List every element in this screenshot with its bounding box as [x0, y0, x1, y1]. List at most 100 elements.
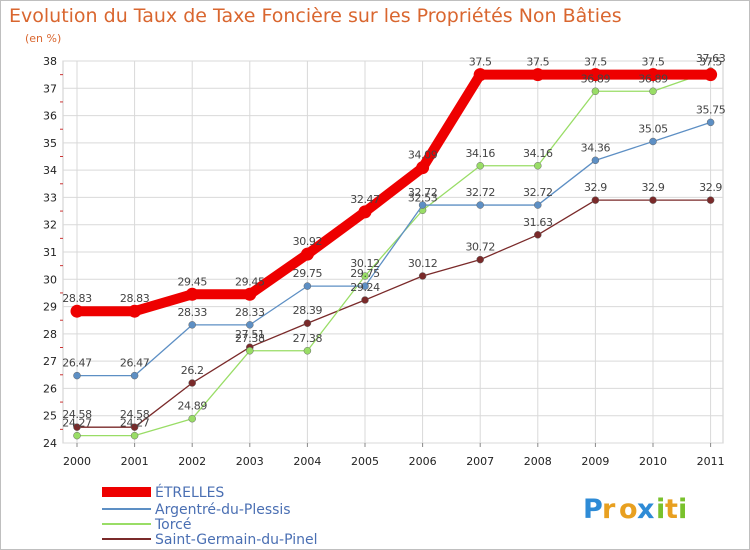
series-3-point	[706, 196, 715, 204]
series-1-data-label: 26.47	[62, 357, 92, 370]
series-1-point	[706, 118, 715, 127]
series-1-data-label: 35.75	[696, 103, 726, 116]
series-3-point	[188, 379, 196, 387]
legend-label-0: ÉTRELLES	[155, 484, 224, 501]
logo-letter: t	[665, 494, 678, 525]
series-3-point	[73, 423, 81, 431]
series-1-point	[246, 321, 254, 329]
series-3-data-label: 24.58	[120, 408, 150, 421]
legend-label-3: Saint-Germain-du-Pinel	[155, 532, 318, 548]
series-2-point	[649, 87, 657, 96]
series-3-data-label: 32.9	[584, 181, 607, 194]
x-tick-label: 2007	[466, 455, 494, 468]
x-tick-label: 2005	[351, 455, 379, 468]
series-3-data-label: 28.39	[293, 304, 323, 317]
x-tick-label: 2010	[639, 455, 667, 468]
series-1-data-label: 32.72	[523, 186, 553, 199]
y-tick-label: 29	[43, 301, 57, 314]
logo-letter: r	[602, 494, 616, 525]
series-0-data-label: 32.47	[350, 193, 380, 206]
series-2-data-label: 24.27	[62, 417, 92, 430]
series-3-point	[591, 196, 600, 204]
series	[70, 67, 718, 440]
series-0-data-label: 37.5	[526, 56, 549, 69]
series-line-0	[72, 69, 716, 317]
y-tick-label: 27	[43, 355, 57, 368]
x-tick-label: 2002	[178, 455, 206, 468]
y-tick-label: 36	[43, 110, 57, 123]
series-1-data-label: 26.47	[120, 357, 150, 370]
series-0-data-label: 37.5	[584, 56, 607, 69]
series-2-data-label: 27.38	[235, 332, 265, 345]
series-0-point	[128, 304, 142, 318]
y-tick-label: 35	[43, 137, 57, 150]
y-tick-label: 28	[43, 328, 57, 341]
series-1-point	[591, 156, 600, 165]
series-3-point	[418, 272, 427, 280]
series-3-data-label: 30.12	[408, 257, 438, 270]
series-3-data-label: 27.51	[235, 328, 265, 341]
series-0-point	[300, 247, 314, 261]
series-2-data-label: 34.16	[465, 147, 495, 160]
series-0-point	[473, 68, 487, 82]
x-tick-label: 2008	[524, 455, 552, 468]
series-0-data-label: 37.5	[469, 56, 492, 69]
series-1-data-label: 29.75	[350, 267, 380, 280]
series-line-1	[76, 121, 712, 377]
series-0-point	[531, 68, 545, 82]
chart-title: Evolution du Taux de Taxe Foncière sur l…	[9, 5, 622, 27]
series-2-point	[534, 162, 542, 170]
series-2-data-label: 36.89	[581, 72, 611, 85]
legend-label-2: Torcé	[154, 517, 192, 533]
series-1-point	[418, 201, 427, 209]
series-2-data-label: 34.16	[523, 147, 553, 160]
series-line-3	[76, 199, 712, 428]
x-tick-label: 2006	[409, 455, 437, 468]
series-0-data-label: 30.92	[293, 235, 323, 248]
series-3-point	[361, 296, 369, 304]
series-1-data-label: 32.72	[465, 186, 495, 199]
series-0-data-label: 28.83	[62, 292, 92, 305]
series-2-point	[246, 347, 254, 355]
series-2-point	[130, 431, 139, 440]
y-axis-unit-label: (en %)	[25, 32, 61, 45]
axes: 24 25 26 27 28 29 30 31 32 33 34 35 36 37 38 2000 2001 20…	[43, 55, 725, 468]
logo-letter: P	[583, 494, 603, 525]
series-3-data-label: 31.63	[523, 216, 553, 229]
logo-letter: i	[678, 494, 687, 525]
series-1-data-label: 34.36	[581, 141, 611, 154]
series-3-point	[534, 231, 542, 239]
series-1-data-label: 35.05	[638, 122, 668, 135]
series-3-point	[476, 255, 484, 264]
y-tick-label: 38	[43, 55, 57, 68]
grid	[63, 60, 723, 444]
y-tick-label: 32	[43, 219, 57, 232]
series-0-point	[646, 68, 660, 82]
series-2-data-label: 30.12	[350, 257, 380, 270]
x-tick-label: 2004	[293, 455, 321, 468]
series-3-data-label: 29.24	[350, 281, 380, 294]
legend: ÉTRELLESArgentré-du-PlessisTorcéSaint-Ge…	[102, 484, 318, 548]
series-2-point	[73, 431, 81, 440]
series-2-point	[361, 272, 369, 280]
series-0-data-label: 37.5	[699, 56, 722, 69]
x-tick-label: 2000	[63, 455, 91, 468]
x-tick-label: 2011	[697, 455, 725, 468]
series-0-point	[588, 68, 602, 82]
series-0-point	[704, 68, 718, 82]
series-1-data-label: 32.72	[408, 186, 438, 199]
series-3-data-label: 32.9	[699, 181, 722, 194]
x-tick-label: 2003	[236, 455, 264, 468]
series-1-point	[649, 137, 657, 146]
series-0-data-label: 37.5	[642, 56, 665, 69]
series-3-data-label: 32.9	[642, 181, 665, 194]
series-3-point	[303, 319, 312, 327]
x-tick-label: 2001	[121, 455, 149, 468]
series-1-point	[361, 282, 369, 290]
series-2-data-label: 24.89	[177, 400, 207, 413]
series-0-data-label: 34.09	[408, 149, 438, 162]
logo-letter: o	[619, 494, 638, 525]
